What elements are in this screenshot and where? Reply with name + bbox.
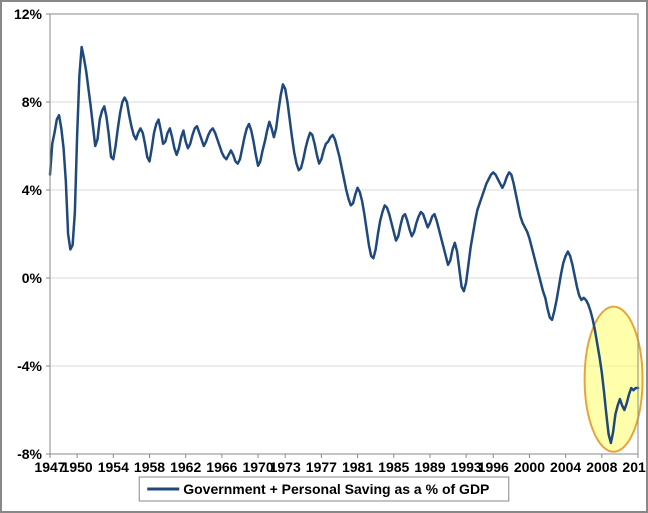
y-tick-label: 0% <box>22 270 43 286</box>
x-tick-label: 1989 <box>414 459 445 475</box>
y-tick-label: 12% <box>14 6 43 22</box>
y-tick-label: 8% <box>22 94 43 110</box>
x-tick-label: 2012 <box>622 459 646 475</box>
series-line <box>50 47 638 443</box>
x-tick-label: 1985 <box>378 459 409 475</box>
x-tick-label: 1996 <box>478 459 509 475</box>
x-tick-label: 2004 <box>550 459 581 475</box>
x-tick-label: 1966 <box>206 459 237 475</box>
x-tick-label: 1950 <box>62 459 93 475</box>
legend-label: Government + Personal Saving as a % of G… <box>183 481 489 497</box>
x-tick-label: 1954 <box>98 459 129 475</box>
x-tick-label: 1962 <box>170 459 201 475</box>
chart-container: -8%-4%0%4%8%12%1947195019541958196219661… <box>0 0 648 513</box>
x-tick-label: 1973 <box>270 459 301 475</box>
x-tick-label: 1958 <box>134 459 165 475</box>
x-tick-label: 1981 <box>342 459 373 475</box>
x-tick-label: 1977 <box>306 459 337 475</box>
x-tick-label: 2008 <box>586 459 617 475</box>
y-tick-label: -4% <box>17 358 42 374</box>
y-tick-label: 4% <box>22 182 43 198</box>
x-tick-label: 2000 <box>514 459 545 475</box>
line-chart: -8%-4%0%4%8%12%1947195019541958196219661… <box>2 2 646 511</box>
